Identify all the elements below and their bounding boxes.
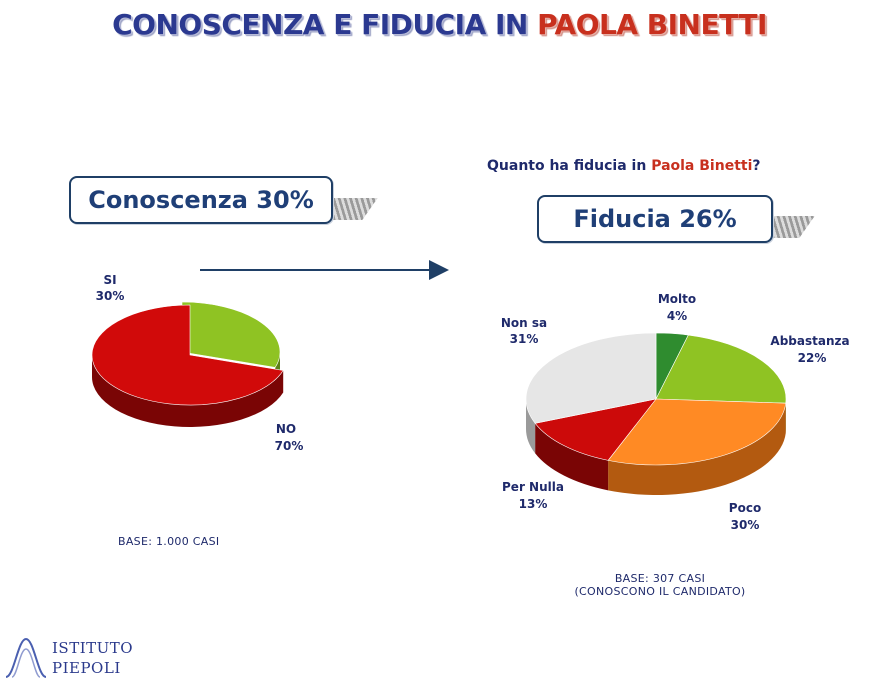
slice-label-per-nulla: Per Nulla	[502, 480, 564, 494]
callout-conoscenza: Conoscenza 30%	[69, 176, 333, 224]
slice-value-no: 70%	[275, 439, 304, 453]
pie-slice-poco	[607, 398, 787, 466]
slice-value-molto: 4%	[667, 309, 687, 323]
slice-label-si: SI	[103, 273, 116, 287]
pie-side-no	[92, 355, 284, 427]
pie-slice-per-nulla	[534, 398, 657, 461]
base-right-line1: BASE: 307 CASI	[614, 572, 706, 585]
slice-label-non-sa: Non sa	[501, 316, 547, 330]
pie-fiducia: Molto 4% Abbastanza 22% Poco 30% Per Nulla 13% N…	[501, 292, 850, 532]
question-candidate-name: Paola Binetti	[651, 158, 753, 174]
pie-slice-no	[91, 304, 284, 406]
pie-slice-si	[181, 301, 281, 368]
page-title: CONOSCENZA E FIDUCIA IN PAOLA BINETTI	[0, 8, 879, 41]
base-right: BASE: 307 CASI (CONOSCONO IL CANDIDATO)	[545, 572, 775, 598]
slice-label-abbastanza: Abbastanza	[770, 334, 849, 348]
title-part1: CONOSCENZA E FIDUCIA IN	[112, 8, 538, 41]
slice-value-abbastanza: 22%	[798, 351, 827, 365]
question-part1: Quanto ha fiducia in	[487, 158, 652, 174]
pie-conoscenza: SI 30% NO 70%	[91, 273, 304, 453]
base-right-line2: (CONOSCONO IL CANDIDATO)	[574, 585, 746, 598]
pie-slice-abbastanza	[655, 334, 787, 404]
slice-label-poco: Poco	[729, 501, 761, 515]
pie-side-non-sa	[526, 399, 536, 454]
bell-curve-icon	[5, 637, 47, 678]
slice-value-poco: 30%	[731, 518, 760, 532]
logo-line2: PIEPOLI	[52, 659, 121, 677]
slice-value-per-nulla: 13%	[519, 497, 548, 511]
callout-fiducia: Fiducia 26%	[537, 195, 773, 243]
pie-slice-non-sa	[525, 332, 657, 424]
logo-line1: ISTITUTO	[52, 639, 134, 657]
slice-value-si: 30%	[96, 289, 125, 303]
pie-side-per-nulla	[535, 423, 609, 491]
question-part3: ?	[752, 158, 761, 174]
title-candidate-name: PAOLA BINETTI	[537, 8, 767, 41]
question-text: Quanto ha fiducia in Paola Binetti?	[487, 158, 761, 174]
base-left: BASE: 1.000 CASI	[118, 535, 220, 548]
slice-label-no: NO	[276, 422, 296, 436]
slice-value-non-sa: 31%	[510, 332, 539, 346]
slice-label-molto: Molto	[658, 292, 696, 306]
logo-istituto-piepoli: ISTITUTO PIEPOLI	[4, 633, 134, 683]
pie-side-poco	[608, 403, 786, 495]
